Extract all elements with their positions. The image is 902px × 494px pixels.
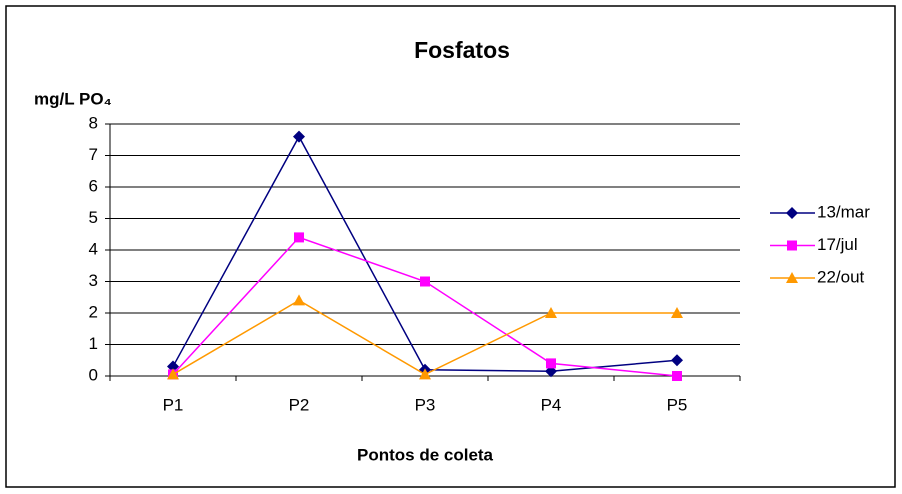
point <box>420 276 430 287</box>
point <box>545 307 557 318</box>
y-tick-label: 8 <box>89 113 98 132</box>
legend-label: 22/out <box>817 267 865 286</box>
x-tick-label: P1 <box>163 395 184 414</box>
point <box>419 368 431 380</box>
y-axis-label: mg/L PO₄ <box>34 89 112 108</box>
y-tick-label: 0 <box>89 365 98 384</box>
y-tick-label: 1 <box>89 334 98 353</box>
x-tick-label: P2 <box>289 395 310 414</box>
point <box>294 232 304 243</box>
point <box>672 371 682 381</box>
x-tick-label: P4 <box>541 395 562 414</box>
y-tick-label: 6 <box>89 176 98 195</box>
point <box>293 130 305 143</box>
legend-label: 13/mar <box>817 202 870 221</box>
chart-title: Fosfatos <box>414 37 510 63</box>
point <box>786 272 798 283</box>
y-tick-label: 7 <box>89 145 98 164</box>
x-tick-label: P5 <box>667 395 688 414</box>
point <box>167 368 179 380</box>
y-tick-label: 4 <box>89 239 98 258</box>
x-tick-label: P3 <box>415 395 436 414</box>
point <box>671 354 683 367</box>
point <box>293 294 305 306</box>
point <box>546 358 556 369</box>
x-axis-label: Pontos de coleta <box>357 445 494 464</box>
legend-label: 17/jul <box>817 235 858 254</box>
point <box>671 307 683 318</box>
point <box>787 240 797 251</box>
chart-border <box>5 5 896 488</box>
point <box>786 207 798 219</box>
y-tick-label: 3 <box>89 271 98 290</box>
y-tick-label: 2 <box>89 302 98 321</box>
y-tick-label: 5 <box>89 208 98 227</box>
